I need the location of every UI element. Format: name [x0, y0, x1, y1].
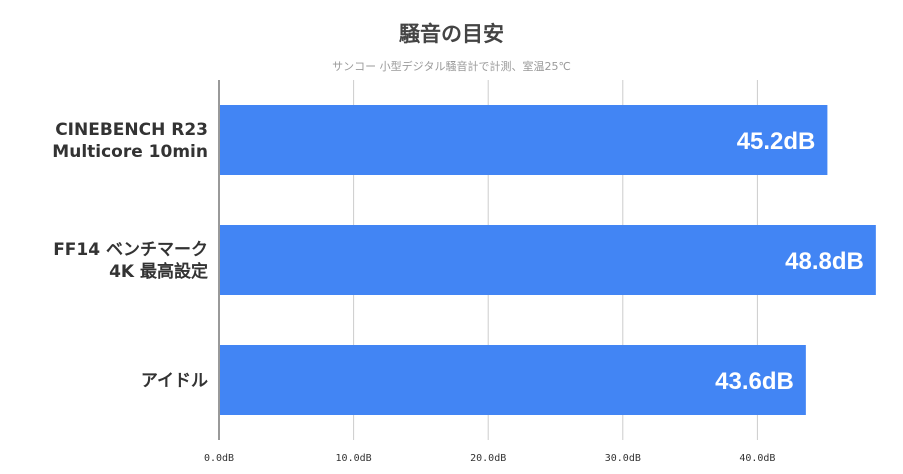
category-label: アイドル	[141, 371, 208, 391]
category-label: FF14 ベンチマーク	[53, 240, 208, 260]
data-label: 45.2dB	[737, 128, 816, 155]
bar	[220, 225, 876, 295]
bars: 45.2dB 48.8dB 43.6dB	[220, 105, 876, 415]
x-tick-label: 10.0dB	[336, 453, 372, 464]
data-label: 48.8dB	[785, 248, 864, 275]
chart-subtitle: サンコー 小型デジタル騒音計で計測、室温25℃	[332, 60, 571, 73]
category-label: CINEBENCH R23	[55, 120, 208, 140]
chart-title: 騒音の目安	[399, 22, 504, 46]
x-tick-label: 20.0dB	[470, 453, 506, 464]
x-tick-label: 30.0dB	[605, 453, 641, 464]
axes: 0.0dB 10.0dB 20.0dB 30.0dB 40.0dB CINEBENCH R…	[52, 80, 775, 464]
bar	[220, 345, 806, 415]
x-tick-label: 40.0dB	[739, 453, 775, 464]
data-label: 43.6dB	[715, 368, 794, 395]
category-label: 4K 最高設定	[109, 261, 208, 282]
category-label: Multicore 10min	[52, 142, 208, 162]
x-tick-label: 0.0dB	[204, 453, 234, 464]
bar	[220, 105, 828, 175]
